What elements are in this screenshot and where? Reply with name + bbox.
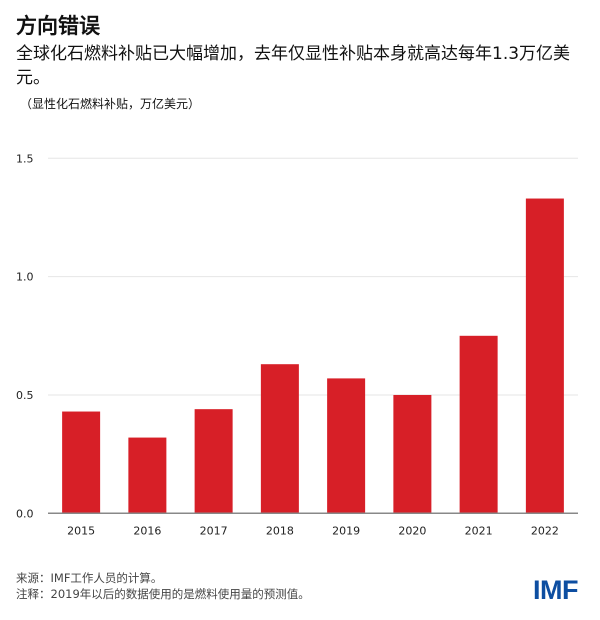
y-tick-label: 1.0 (16, 271, 34, 284)
bar-2021 (459, 335, 498, 514)
x-tick-label: 2018 (266, 524, 294, 537)
y-tick-label: 1.5 (16, 152, 34, 165)
source-note: 来源：IMF工作人员的计算。 (16, 571, 163, 585)
bar-2020 (393, 394, 432, 514)
x-tick-label: 2019 (332, 524, 360, 537)
bar-2018 (260, 364, 299, 514)
footnote: 注释：2019年以后的数据使用的是燃料使用量的预测值。 (16, 587, 310, 601)
bar-2019 (327, 378, 366, 514)
y-tick-label: 0.5 (16, 389, 34, 402)
bar-2015 (62, 411, 101, 514)
x-tick-label: 2020 (398, 524, 426, 537)
x-tick-label: 2022 (531, 524, 559, 537)
y-tick-label: 0.0 (16, 507, 34, 520)
chart-subtitle: 全球化石燃料补贴已大幅增加，去年仅显性补贴本身就高达每年1.3万亿美元。 (16, 44, 571, 88)
imf-logo: IMF (533, 575, 579, 605)
bar-chart: 0.0 0.5 1.0 1.5 2015 2016 2017 2018 2019 2020 2021… (16, 152, 578, 537)
unit-label: （显性化石燃料补贴，万亿美元） (20, 97, 201, 111)
bar-2016 (128, 437, 167, 514)
x-tick-label: 2017 (200, 524, 228, 537)
chart-title: 方向错误 (16, 14, 100, 38)
bar-2017 (194, 409, 233, 514)
x-tick-label: 2021 (465, 524, 493, 537)
x-tick-label: 2016 (133, 524, 161, 537)
x-tick-label: 2015 (67, 524, 95, 537)
bar-2022 (525, 198, 564, 514)
